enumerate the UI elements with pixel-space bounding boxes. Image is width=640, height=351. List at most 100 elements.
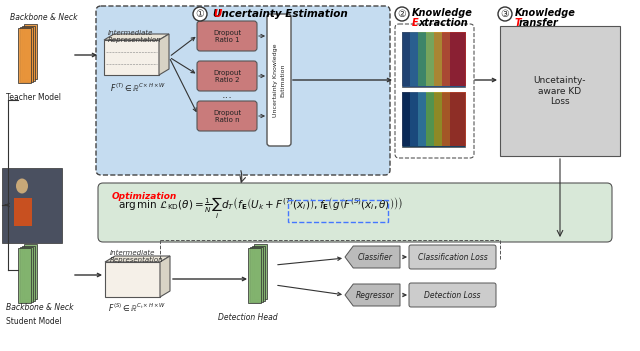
Text: Classifier: Classifier xyxy=(358,252,393,261)
Text: Detection Loss: Detection Loss xyxy=(424,291,481,299)
Bar xyxy=(458,137,466,146)
Bar xyxy=(434,110,442,119)
Text: Dropout
Ratio 2: Dropout Ratio 2 xyxy=(213,69,241,82)
Bar xyxy=(14,198,32,226)
Text: Student Model: Student Model xyxy=(6,317,61,326)
Bar xyxy=(450,137,458,146)
Bar xyxy=(402,119,410,128)
Text: ransfer: ransfer xyxy=(519,18,559,28)
Bar xyxy=(105,262,160,297)
Bar xyxy=(418,77,426,86)
FancyBboxPatch shape xyxy=(98,183,612,242)
Bar xyxy=(434,77,442,86)
Bar xyxy=(434,137,442,146)
Bar xyxy=(22,26,35,81)
Bar xyxy=(450,68,458,77)
FancyBboxPatch shape xyxy=(197,101,257,131)
Bar xyxy=(418,50,426,59)
Bar xyxy=(410,137,418,146)
Bar xyxy=(18,28,31,83)
Bar xyxy=(426,101,434,110)
Polygon shape xyxy=(160,256,170,297)
Polygon shape xyxy=(345,246,400,268)
Text: ①: ① xyxy=(196,9,204,19)
Bar xyxy=(402,101,410,110)
Bar xyxy=(418,32,426,41)
Bar xyxy=(426,119,434,128)
Bar xyxy=(434,101,442,110)
Bar xyxy=(426,137,434,146)
Bar xyxy=(442,92,450,101)
Text: ②: ② xyxy=(397,9,406,19)
Ellipse shape xyxy=(16,179,28,193)
Bar xyxy=(410,59,418,68)
Bar xyxy=(402,92,410,101)
Bar xyxy=(410,128,418,137)
Bar xyxy=(410,41,418,50)
Bar xyxy=(18,248,31,303)
Bar xyxy=(450,92,458,101)
Text: Dropout
Ratio 1: Dropout Ratio 1 xyxy=(213,29,241,42)
Bar xyxy=(442,110,450,119)
Bar xyxy=(410,101,418,110)
Bar xyxy=(434,32,442,41)
Bar xyxy=(450,50,458,59)
Bar xyxy=(402,110,410,119)
Bar xyxy=(442,32,450,41)
FancyBboxPatch shape xyxy=(197,61,257,91)
Bar xyxy=(450,41,458,50)
Bar xyxy=(426,110,434,119)
Bar xyxy=(458,32,466,41)
FancyBboxPatch shape xyxy=(96,6,390,175)
Bar xyxy=(410,119,418,128)
Bar xyxy=(402,59,410,68)
Bar xyxy=(410,77,418,86)
Text: ...: ... xyxy=(221,90,232,100)
Text: E: E xyxy=(412,18,419,28)
Bar xyxy=(442,119,450,128)
Bar xyxy=(442,128,450,137)
Bar xyxy=(104,40,159,75)
Bar xyxy=(402,32,410,41)
FancyBboxPatch shape xyxy=(409,283,496,307)
Text: Backbone & Neck: Backbone & Neck xyxy=(6,303,74,312)
Bar xyxy=(418,92,426,101)
Bar xyxy=(450,77,458,86)
Bar xyxy=(434,59,442,68)
Bar xyxy=(458,41,466,50)
Bar xyxy=(418,41,426,50)
Bar xyxy=(458,101,466,110)
Bar xyxy=(426,41,434,50)
Bar xyxy=(450,119,458,128)
Circle shape xyxy=(193,7,207,21)
Bar xyxy=(402,68,410,77)
Bar xyxy=(442,68,450,77)
Text: Dropout
Ratio n: Dropout Ratio n xyxy=(213,110,241,122)
Bar xyxy=(442,137,450,146)
Bar xyxy=(248,248,261,303)
Bar xyxy=(450,110,458,119)
Bar xyxy=(22,246,35,300)
Bar xyxy=(254,244,267,299)
Text: Uncetainty-
aware KD
Loss: Uncetainty- aware KD Loss xyxy=(534,76,586,106)
Bar xyxy=(426,68,434,77)
Text: T: T xyxy=(515,18,522,28)
Text: Backbone & Neck: Backbone & Neck xyxy=(10,13,77,22)
Bar xyxy=(450,101,458,110)
Bar xyxy=(442,50,450,59)
Bar xyxy=(410,92,418,101)
Bar xyxy=(288,200,388,222)
Bar xyxy=(458,59,466,68)
Bar xyxy=(426,92,434,101)
Bar xyxy=(450,59,458,68)
Bar xyxy=(442,101,450,110)
Bar xyxy=(458,68,466,77)
Bar xyxy=(434,92,442,101)
Bar xyxy=(402,137,410,146)
Text: Knowledge: Knowledge xyxy=(515,8,576,18)
FancyBboxPatch shape xyxy=(409,245,496,269)
Bar xyxy=(402,77,410,86)
Text: $F^{(T)}\in\mathbb{R}^{C\times H\times W}$: $F^{(T)}\in\mathbb{R}^{C\times H\times W… xyxy=(110,82,166,94)
Text: Optimization: Optimization xyxy=(112,192,177,201)
Bar xyxy=(450,128,458,137)
